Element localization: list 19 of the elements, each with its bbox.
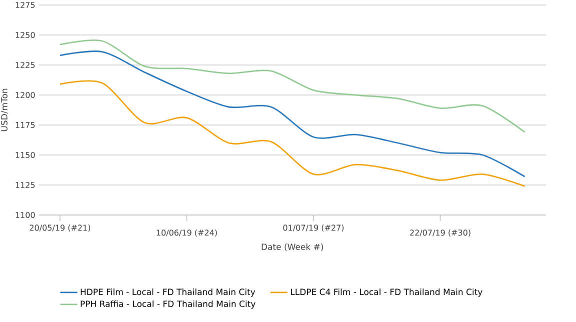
legend-label: PPH Raffia - Local - FD Thailand Main City	[80, 300, 256, 309]
line-series	[59, 40, 526, 133]
y-tick-label: 1250	[16, 32, 35, 38]
y-axis-title: USD/mTon	[1, 88, 8, 132]
x-tick-label: 01/07/19 (#27)	[283, 224, 344, 232]
x-axis-title: Date (Week #)	[262, 243, 324, 252]
legend-label: HDPE Film - Local - FD Thailand Main City	[80, 288, 256, 297]
y-tick-label: 1200	[16, 92, 35, 98]
y-tick-label: 1225	[16, 62, 35, 68]
y-tick-label: 1150	[16, 152, 35, 158]
y-tick-label: 1175	[16, 122, 35, 128]
x-tick-label: 22/07/19 (#30)	[410, 229, 470, 237]
y-tick-label: 1275	[16, 2, 35, 8]
y-tick-label: 1125	[16, 182, 35, 188]
x-tick-label: 20/05/19 (#21)	[30, 224, 90, 232]
x-tick-label: 10/06/19 (#24)	[156, 229, 217, 237]
legend-label: LLDPE C4 Film - Local - FD Thailand Main City	[290, 288, 482, 297]
y-tick-label: 1100	[16, 212, 35, 218]
line-series	[59, 50, 526, 178]
